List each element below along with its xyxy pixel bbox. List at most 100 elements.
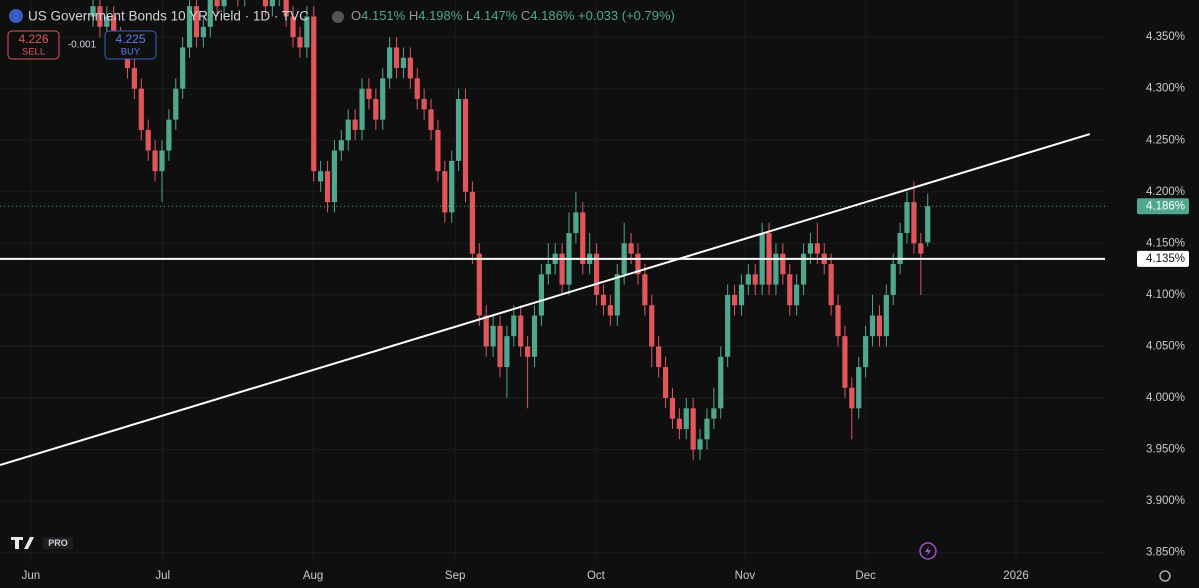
candle-body	[628, 243, 634, 254]
candle-body	[918, 243, 924, 254]
candle-body	[738, 284, 745, 306]
candle-body	[428, 109, 434, 130]
candle-body	[380, 78, 386, 120]
candle-body	[780, 253, 786, 275]
candle-body	[387, 47, 393, 79]
ohlc-value: 4.186%	[530, 8, 575, 23]
candle-body	[897, 233, 903, 264]
candle-body	[538, 274, 544, 316]
trend-line	[0, 133, 1091, 466]
change: +0.033 (+0.79%)	[578, 8, 675, 23]
x-tick-label: Dec	[855, 570, 876, 582]
logo-text: PRO	[48, 538, 68, 548]
candle-body	[690, 408, 696, 450]
candle-body	[669, 398, 676, 419]
buy-button[interactable]	[104, 30, 157, 60]
candle-body	[352, 119, 358, 130]
candle-body	[221, 0, 227, 7]
candle-body	[214, 0, 220, 7]
candle-body	[531, 315, 538, 357]
ohlc-value: 4.147%	[473, 8, 518, 23]
candle-body	[842, 336, 848, 388]
candle-body	[635, 253, 641, 275]
candle-body	[518, 315, 524, 347]
candle-body	[262, 0, 269, 7]
y-tick-label: 4.100%	[1146, 289, 1185, 301]
candle-body	[731, 294, 738, 306]
y-tick-label: 4.000%	[1146, 392, 1185, 404]
candle-body	[876, 315, 883, 337]
candle-body	[166, 119, 172, 151]
x-tick-label: Aug	[303, 570, 323, 582]
candle-body	[400, 57, 407, 69]
candle-body	[794, 284, 800, 306]
candle-body	[331, 150, 338, 203]
candle-body	[511, 315, 517, 337]
candle-body	[338, 140, 344, 151]
y-tick-label: 4.150%	[1146, 237, 1185, 249]
candles	[90, 0, 931, 460]
y-tick-label: 4.050%	[1146, 340, 1185, 352]
candle-body	[773, 253, 779, 285]
candle-body	[131, 68, 137, 89]
candle-body	[414, 78, 420, 99]
candle-body	[490, 325, 496, 347]
candle-body	[290, 16, 296, 38]
candle-body	[662, 367, 669, 399]
y-tick-label: 4.200%	[1146, 186, 1185, 198]
candle-body	[807, 243, 814, 254]
candle-body	[456, 98, 462, 161]
lightning-bolt	[925, 546, 931, 556]
candle-body	[800, 253, 807, 285]
x-tick-label: 2026	[1003, 570, 1029, 582]
candle-body	[407, 57, 413, 79]
candle-body	[718, 356, 724, 409]
candle-body	[483, 315, 489, 347]
candle-body	[366, 88, 372, 99]
y-tick-label: 4.250%	[1146, 134, 1185, 146]
settings-icon[interactable]	[1159, 570, 1171, 582]
candle-body	[883, 294, 889, 337]
candle-body	[449, 160, 455, 213]
candle-body	[421, 98, 427, 110]
candle-body	[863, 336, 869, 368]
candle-body	[704, 418, 710, 440]
candle-body	[814, 243, 820, 254]
candle-body	[642, 274, 648, 306]
candle-body	[607, 305, 613, 316]
candle-body	[373, 98, 379, 120]
candle-body	[283, 0, 289, 17]
candle-body	[269, 0, 275, 7]
y-tick-label: 3.950%	[1146, 444, 1185, 456]
candle-body	[614, 274, 620, 316]
candle-body	[573, 212, 579, 234]
candle-body	[159, 150, 165, 172]
horizontal-line-label: 4.135%	[1146, 253, 1185, 265]
chart-title: US Government Bonds 10 YR Yield · 1D · T…	[28, 9, 309, 24]
candle-body	[111, 16, 117, 38]
candle-body	[497, 325, 503, 368]
candle-body	[435, 129, 441, 172]
sell-label: SELL	[22, 47, 45, 58]
candle-body	[200, 26, 206, 38]
y-tick-label: 4.300%	[1146, 83, 1185, 95]
candle-body	[186, 6, 193, 48]
ohlc-label: C	[521, 8, 530, 23]
candle-body	[442, 171, 448, 213]
toggle-icon[interactable]	[332, 11, 344, 23]
sell-button[interactable]	[7, 30, 60, 60]
candle-body	[469, 191, 476, 254]
candle-body	[304, 16, 310, 48]
y-tick-label: 4.350%	[1146, 31, 1185, 43]
candle-body	[849, 387, 855, 409]
ohlc-value: 4.198%	[418, 8, 463, 23]
candle-body	[656, 346, 662, 368]
candle-body	[393, 47, 400, 69]
last-price-label: 4.186%	[1146, 200, 1185, 212]
lightning-icon[interactable]	[919, 542, 937, 560]
candle-body	[911, 202, 917, 244]
x-tick-label: Jul	[155, 570, 170, 582]
candle-body	[676, 418, 682, 429]
